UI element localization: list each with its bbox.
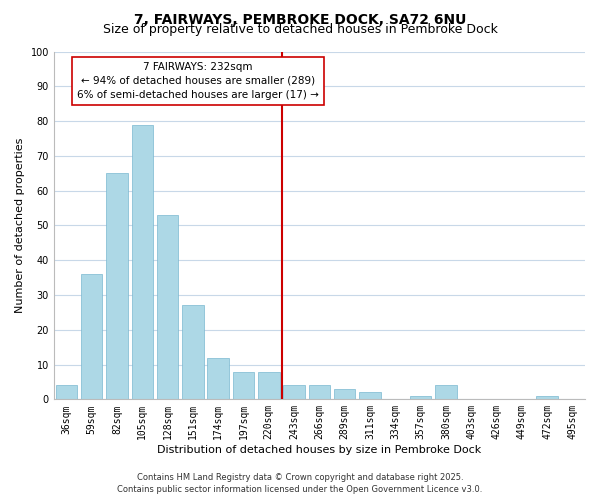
Bar [283, 386, 305, 400]
Bar [334, 389, 355, 400]
Bar [131, 124, 153, 400]
Text: Size of property relative to detached houses in Pembroke Dock: Size of property relative to detached ho… [103, 22, 497, 36]
Text: 7 FAIRWAYS: 232sqm
← 94% of detached houses are smaller (289)
6% of semi-detache: 7 FAIRWAYS: 232sqm ← 94% of detached hou… [77, 62, 319, 100]
Text: Contains HM Land Registry data © Crown copyright and database right 2025.
Contai: Contains HM Land Registry data © Crown c… [118, 473, 482, 494]
Bar [182, 306, 203, 400]
Bar [536, 396, 558, 400]
Y-axis label: Number of detached properties: Number of detached properties [15, 138, 25, 313]
Bar [56, 386, 77, 400]
Bar [258, 372, 280, 400]
Bar [410, 396, 431, 400]
Text: 7, FAIRWAYS, PEMBROKE DOCK, SA72 6NU: 7, FAIRWAYS, PEMBROKE DOCK, SA72 6NU [134, 12, 466, 26]
Bar [208, 358, 229, 400]
Bar [233, 372, 254, 400]
Bar [308, 386, 330, 400]
X-axis label: Distribution of detached houses by size in Pembroke Dock: Distribution of detached houses by size … [157, 445, 482, 455]
Bar [106, 173, 128, 400]
Bar [359, 392, 381, 400]
Bar [435, 386, 457, 400]
Bar [157, 215, 178, 400]
Bar [81, 274, 103, 400]
